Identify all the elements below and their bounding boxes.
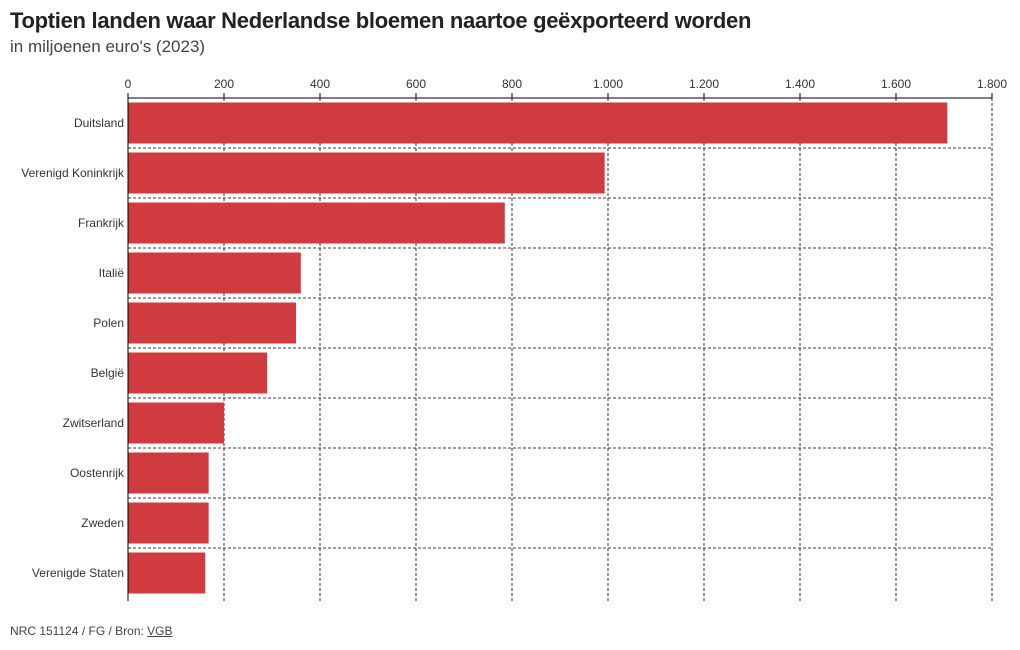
category-label: Oostenrijk [70, 466, 125, 480]
category-label: Frankrijk [78, 216, 125, 230]
bar-verenigde-staten [128, 552, 206, 594]
x-tick-label: 1.400 [785, 77, 815, 91]
bar-zweden [128, 502, 209, 544]
x-tick-label: 1.000 [593, 77, 623, 91]
chart-title: Toptien landen waar Nederlandse bloemen … [10, 8, 752, 33]
bar-verenigd-koninkrijk [128, 152, 605, 194]
category-label: Zwitserland [63, 416, 124, 430]
source-link[interactable]: VGB [147, 624, 173, 638]
x-tick-label: 1.600 [881, 77, 911, 91]
x-tick-label: 400 [310, 77, 330, 91]
x-tick-label: 600 [406, 77, 426, 91]
x-tick-label: 1.200 [689, 77, 719, 91]
x-tick-label: 800 [502, 77, 522, 91]
footer-credit-text: NRC 151124 / FG / Bron: [10, 624, 148, 638]
chart-subtitle: in miljoenen euro's (2023) [10, 37, 206, 56]
category-label: België [91, 366, 125, 380]
bar-duitsland [128, 102, 948, 144]
x-tick-label: 1.800 [977, 77, 1007, 91]
bar-frankrijk [128, 202, 505, 244]
category-label: Zweden [81, 516, 124, 530]
category-label: Verenigde Staten [32, 566, 124, 580]
category-label: Duitsland [74, 116, 124, 130]
category-label: Verenigd Koninkrijk [21, 166, 125, 180]
footer-credit: NRC 151124 / FG / Bron: VGB [10, 624, 173, 638]
x-tick-label: 200 [214, 77, 234, 91]
x-tick-label: 0 [125, 77, 132, 91]
bar-polen [128, 302, 296, 344]
bar-zwitserland [128, 402, 224, 444]
category-label: Italië [99, 266, 125, 280]
category-label: Polen [93, 316, 124, 330]
bar-oostenrijk [128, 452, 209, 494]
bar-itali- [128, 252, 301, 294]
bar-belgi- [128, 352, 268, 394]
